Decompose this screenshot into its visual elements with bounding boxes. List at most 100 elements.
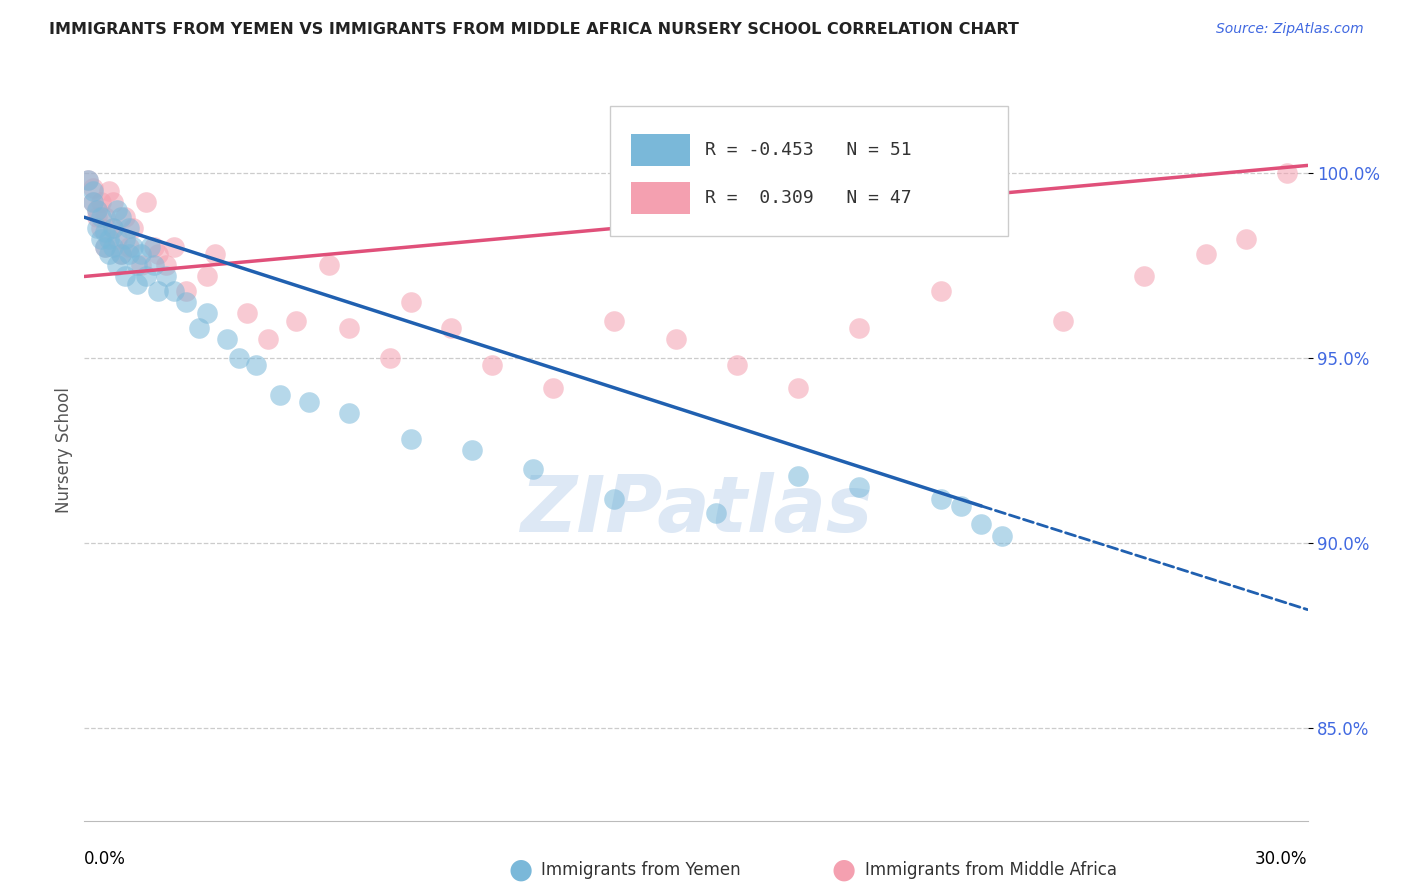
Point bbox=[101, 240, 124, 254]
Point bbox=[848, 321, 870, 335]
Point bbox=[399, 433, 422, 447]
Point bbox=[481, 359, 503, 373]
Point bbox=[101, 221, 124, 235]
Point bbox=[114, 232, 136, 246]
Point bbox=[93, 240, 115, 254]
Point bbox=[118, 240, 141, 254]
Text: ●: ● bbox=[508, 855, 533, 884]
Point bbox=[86, 202, 108, 217]
Point bbox=[131, 247, 153, 261]
Point bbox=[82, 184, 104, 198]
Point bbox=[929, 491, 952, 506]
Point bbox=[204, 247, 226, 261]
Point bbox=[86, 221, 108, 235]
Point bbox=[127, 277, 149, 291]
Point bbox=[77, 173, 100, 187]
Point bbox=[135, 195, 157, 210]
Point bbox=[82, 195, 104, 210]
Point bbox=[195, 306, 218, 320]
Point bbox=[440, 321, 463, 335]
Point bbox=[228, 351, 250, 365]
Text: ●: ● bbox=[831, 855, 856, 884]
Point bbox=[93, 240, 115, 254]
Bar bbox=[631, 134, 690, 167]
Point bbox=[131, 258, 153, 272]
Point bbox=[77, 173, 100, 187]
Point bbox=[135, 269, 157, 284]
Point bbox=[318, 258, 340, 272]
Point bbox=[522, 462, 544, 476]
Point bbox=[257, 332, 280, 346]
Point bbox=[1236, 232, 1258, 246]
Point bbox=[236, 306, 259, 320]
Point bbox=[706, 507, 728, 521]
Point bbox=[122, 240, 145, 254]
Text: 0.0%: 0.0% bbox=[84, 850, 127, 868]
Point bbox=[118, 247, 141, 261]
Point bbox=[1133, 269, 1156, 284]
Point bbox=[195, 269, 218, 284]
Point bbox=[110, 247, 132, 261]
Point bbox=[787, 380, 810, 394]
Point bbox=[269, 388, 291, 402]
Point bbox=[339, 321, 361, 335]
Point bbox=[142, 258, 165, 272]
Point bbox=[110, 211, 132, 225]
Point bbox=[848, 480, 870, 494]
Point bbox=[90, 221, 112, 235]
Point bbox=[1195, 247, 1218, 261]
Point bbox=[90, 211, 112, 225]
Point bbox=[86, 211, 108, 225]
Point bbox=[155, 269, 177, 284]
Point bbox=[82, 195, 104, 210]
Point bbox=[93, 211, 115, 225]
Point bbox=[114, 211, 136, 225]
Point bbox=[725, 359, 748, 373]
Point bbox=[174, 285, 197, 299]
Text: IMMIGRANTS FROM YEMEN VS IMMIGRANTS FROM MIDDLE AFRICA NURSERY SCHOOL CORRELATIO: IMMIGRANTS FROM YEMEN VS IMMIGRANTS FROM… bbox=[49, 22, 1019, 37]
Point bbox=[142, 240, 165, 254]
Point bbox=[339, 406, 361, 420]
Text: R = -0.453   N = 51: R = -0.453 N = 51 bbox=[704, 141, 911, 159]
Point bbox=[105, 258, 128, 272]
Text: R =  0.309   N = 47: R = 0.309 N = 47 bbox=[704, 189, 911, 207]
Point bbox=[245, 359, 267, 373]
Point bbox=[82, 180, 104, 194]
Point bbox=[1277, 166, 1299, 180]
Point bbox=[97, 247, 120, 261]
Text: Immigrants from Yemen: Immigrants from Yemen bbox=[541, 861, 741, 879]
Text: 30.0%: 30.0% bbox=[1256, 850, 1308, 868]
Point bbox=[1052, 314, 1074, 328]
Point bbox=[86, 202, 108, 217]
Point bbox=[138, 240, 160, 254]
Point bbox=[399, 295, 422, 310]
Y-axis label: Nursery School: Nursery School bbox=[55, 387, 73, 514]
Point bbox=[217, 332, 239, 346]
Point bbox=[146, 247, 169, 261]
Point bbox=[929, 285, 952, 299]
Point bbox=[155, 258, 177, 272]
Text: ZIPatlas: ZIPatlas bbox=[520, 472, 872, 548]
Point bbox=[97, 184, 120, 198]
Point bbox=[146, 285, 169, 299]
Point bbox=[90, 232, 112, 246]
Point bbox=[97, 232, 120, 246]
Point bbox=[461, 443, 484, 458]
Point bbox=[174, 295, 197, 310]
Text: Immigrants from Middle Africa: Immigrants from Middle Africa bbox=[865, 861, 1116, 879]
Point bbox=[991, 528, 1014, 542]
Point bbox=[298, 395, 321, 409]
Point bbox=[105, 202, 128, 217]
Point bbox=[110, 247, 132, 261]
Text: Source: ZipAtlas.com: Source: ZipAtlas.com bbox=[1216, 22, 1364, 37]
Point bbox=[380, 351, 402, 365]
Point bbox=[970, 517, 993, 532]
Point bbox=[114, 269, 136, 284]
Point bbox=[665, 332, 688, 346]
Point bbox=[787, 469, 810, 483]
Point bbox=[603, 491, 626, 506]
Point bbox=[122, 221, 145, 235]
Point bbox=[101, 221, 124, 235]
Point bbox=[127, 258, 149, 272]
Point bbox=[101, 195, 124, 210]
